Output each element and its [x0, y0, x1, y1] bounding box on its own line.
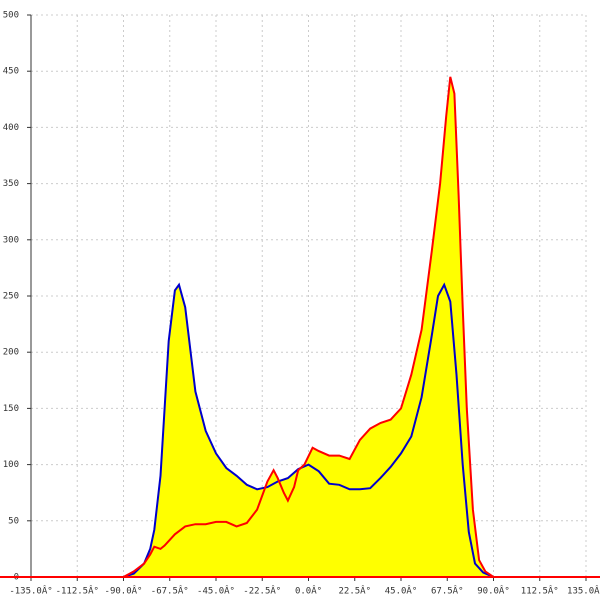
x-tick-label: -112.5Â° — [56, 585, 99, 597]
x-tick-label: -67.5Â° — [151, 585, 189, 597]
x-tick-label: 45.0Â° — [385, 585, 418, 597]
y-tick-label: 500 — [3, 11, 19, 21]
x-tick-label: -90.0Â° — [105, 585, 143, 597]
y-tick-label: 350 — [3, 179, 19, 189]
x-tick-label: -135.0Â° — [9, 585, 52, 597]
x-tick-label: 112.5Â° — [521, 585, 559, 597]
x-tick-label: -22.5Â° — [243, 585, 281, 597]
x-tick-label: 67.5Â° — [431, 585, 464, 597]
x-tick-label: 135.0Â° — [567, 585, 600, 597]
y-tick-label: 450 — [3, 67, 19, 77]
y-tick-label: 400 — [3, 123, 19, 133]
y-tick-label: 300 — [3, 235, 19, 245]
y-tick-label: 100 — [3, 460, 19, 470]
x-tick-label: 90.0Â° — [477, 585, 510, 597]
line — [123, 76, 495, 578]
y-tick-label: 50 — [8, 516, 19, 526]
x-tick-label: 22.5Â° — [338, 585, 371, 597]
x-tick-label: -45.0Â° — [197, 585, 235, 597]
y-tick-label: 150 — [3, 404, 19, 414]
x-tick-label: 0.0Â° — [295, 585, 322, 597]
y-tick-label: 200 — [3, 348, 19, 358]
y-tick-label: 250 — [3, 292, 19, 302]
